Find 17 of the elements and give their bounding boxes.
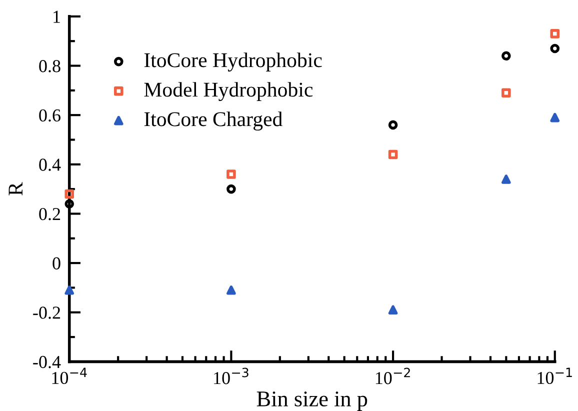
- y-tick-label: -0.2: [33, 306, 60, 319]
- x-tick-label: 10$^{−1}$: [538, 368, 572, 384]
- y-tick-label: -0.4: [33, 356, 61, 368]
- x-axis-title: Bin size in p: [256, 391, 368, 411]
- y-tick-label: 0.2: [39, 208, 60, 220]
- y-tick-label: 0: [52, 257, 60, 270]
- legend-label: Model Hydrophobic: [144, 82, 313, 102]
- y-tick-label: 1: [54, 10, 60, 23]
- x-tick-label: 10$^{−2}$: [376, 368, 410, 384]
- y-axis-title: R: [8, 182, 22, 196]
- legend-label: ItoCore Charged: [144, 112, 282, 131]
- x-tick-label: 10$^{−3}$: [214, 368, 248, 384]
- x-tick-label: 10$^{−4}$: [52, 368, 87, 384]
- y-tick-label: 0.8: [39, 60, 60, 72]
- y-tick-label: 0.4: [39, 158, 61, 171]
- y-tick-label: 0.6: [39, 109, 60, 122]
- legend-label: ItoCore Hydrophobic: [144, 52, 322, 72]
